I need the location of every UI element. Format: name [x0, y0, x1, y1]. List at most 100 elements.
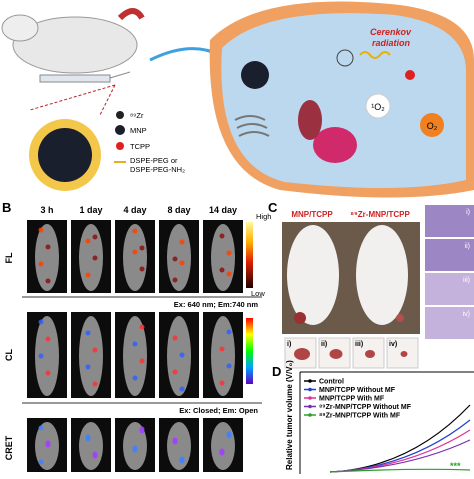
trend-curve	[329, 468, 471, 473]
filter-label: Ex: Closed; Em: Open	[179, 406, 258, 415]
signal-spot	[38, 227, 44, 233]
row-label: CRET	[4, 435, 14, 460]
signal-spot	[179, 352, 185, 358]
mouse-image	[123, 316, 147, 396]
panel-label: B	[2, 200, 11, 215]
legend-marker	[308, 413, 312, 417]
cerenkov-label: radiation	[372, 38, 411, 48]
signal-spot	[179, 239, 185, 245]
signal-spot	[92, 347, 98, 353]
mouse-image	[167, 316, 191, 396]
panel-c: C MNP/TCPP ⁸⁹Zr-MNP/TCPP i) ii) iii) iv)i)i…	[268, 200, 474, 369]
signal-spot	[85, 272, 91, 278]
histology-label: i)	[466, 209, 470, 216]
signal-spot	[92, 255, 98, 261]
legend-marker	[308, 379, 312, 383]
signal-spot	[179, 456, 185, 462]
legend-marker	[308, 396, 312, 400]
cerenkov-label: Cerenkov	[370, 27, 412, 37]
signal-spot	[172, 256, 178, 262]
significance: ***	[450, 461, 461, 471]
timepoint-label: 8 day	[167, 205, 190, 215]
histology-label: iii)	[463, 277, 470, 284]
nanoparticle	[241, 61, 269, 89]
mouse-image	[35, 224, 59, 291]
signal-spot	[179, 260, 185, 266]
signal-spot	[85, 238, 91, 244]
mouse-image	[35, 316, 59, 396]
cell-cytoplasm	[221, 13, 466, 189]
signal-spot	[92, 234, 98, 240]
signal-spot	[139, 245, 145, 251]
signal-spot	[85, 330, 91, 336]
excised-tumor	[400, 351, 408, 357]
signal-spot	[38, 459, 44, 465]
timepoint-label: 1 day	[79, 205, 102, 215]
histology-image	[425, 239, 474, 271]
legend-label: MNP/TCPP Without MF	[319, 387, 396, 394]
mouse-image	[167, 422, 191, 470]
signal-spot	[132, 375, 138, 381]
excised-tumor	[365, 350, 375, 358]
timepoint-label: 3 h	[40, 205, 53, 215]
signal-spot	[92, 381, 98, 387]
zr-icon	[116, 111, 124, 119]
signal-spot	[45, 244, 51, 250]
panel-a: ⁸⁹Zr MNP TCPP DSPE-PEG or DSPE-PEG-NH₂ C…	[1, 1, 474, 198]
tumor	[294, 312, 306, 324]
signal-spot	[132, 341, 138, 347]
oxygen: O₂	[427, 121, 438, 131]
signal-spot	[45, 440, 51, 446]
signal-spot	[139, 266, 145, 272]
signal-spot	[38, 319, 44, 325]
mouse-image	[79, 316, 103, 396]
signal-spot	[45, 278, 51, 284]
legend-label: DSPE-PEG-NH₂	[130, 165, 185, 174]
filter-label: Ex: 640 nm; Em:740 nm	[174, 300, 259, 309]
magnet	[117, 8, 145, 21]
mouse-image	[211, 422, 235, 470]
group-label: ⁸⁹Zr-MNP/TCPP	[350, 210, 410, 219]
signal-spot	[45, 336, 51, 342]
panel-b: B Ex: 640 nm; Em:740 nm Ex: Closed; Em: …	[2, 200, 271, 472]
legend-label: ⁸⁹Zr	[130, 111, 144, 120]
tumor	[396, 314, 404, 322]
tumor-row: i) ii) iii) iv) i) ii) iii) iv)	[284, 205, 474, 369]
signal-spot	[226, 250, 232, 256]
group-label: MNP/TCPP	[291, 210, 333, 219]
nanoparticle-core	[38, 128, 92, 182]
panel-d: D Relative tumor volume (V/V₀) *** Contr…	[272, 360, 474, 474]
legend-label: ⁸⁹Zr-MNP/TCPP With MF	[319, 413, 401, 420]
colorbar	[246, 222, 253, 288]
signal-spot	[85, 364, 91, 370]
signal-spot	[132, 228, 138, 234]
singlet-oxygen-bubble	[365, 93, 391, 119]
timepoint-label: 4 day	[123, 205, 146, 215]
needle	[109, 71, 131, 79]
legend-label: ⁸⁹Zr-MNP/TCPP Without MF	[319, 404, 412, 411]
signal-spot	[219, 448, 225, 454]
histology-label: ii)	[465, 243, 470, 250]
tcpp	[405, 70, 415, 80]
mouse-photo	[356, 225, 408, 325]
signal-spot	[172, 277, 178, 283]
legend-label: Control	[319, 379, 344, 386]
signal-spot	[38, 425, 44, 431]
mnp-icon	[115, 125, 125, 135]
signal-spot	[139, 358, 145, 364]
scale-high: High	[256, 212, 271, 221]
signal-spot	[38, 353, 44, 359]
signal-spot	[132, 445, 138, 451]
signal-spot	[132, 249, 138, 255]
panel-label: D	[272, 364, 281, 379]
signal-spot	[172, 335, 178, 341]
histology-label: iv)	[463, 311, 470, 318]
signal-spot	[38, 261, 44, 267]
mouse-image	[167, 224, 191, 291]
row-label: FL	[4, 252, 14, 263]
radiation-wave	[359, 51, 391, 59]
legend-marker	[308, 404, 312, 409]
atom-icon	[336, 49, 354, 67]
mouse-image	[79, 422, 103, 470]
